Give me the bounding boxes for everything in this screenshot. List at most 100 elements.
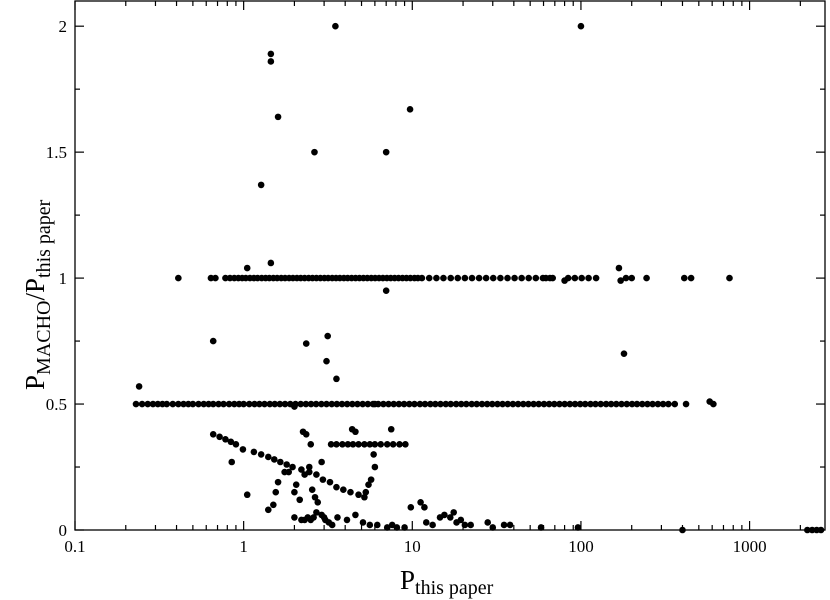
data-point — [297, 400, 305, 408]
data-point — [537, 524, 545, 531]
data-point — [370, 451, 377, 458]
data-point — [587, 400, 594, 408]
data-point — [620, 350, 628, 357]
data-point — [622, 274, 630, 282]
data-point — [468, 400, 475, 408]
y-tick-label: 0.5 — [46, 395, 67, 414]
data-point — [175, 274, 182, 282]
data-point — [298, 516, 305, 524]
x-tick-label: 1 — [239, 537, 248, 556]
data-point — [633, 400, 641, 408]
data-point — [454, 274, 462, 282]
data-point — [333, 400, 341, 408]
x-tick-label: 0.1 — [64, 537, 85, 556]
data-point — [205, 400, 212, 408]
data-point — [407, 504, 415, 511]
data-point — [256, 400, 263, 408]
data-point — [195, 400, 202, 408]
data-point — [509, 400, 517, 408]
data-point — [302, 340, 310, 347]
data-point — [489, 274, 497, 282]
data-point — [222, 436, 229, 443]
data-point — [240, 400, 247, 408]
data-point — [308, 486, 316, 494]
data-point — [324, 332, 331, 340]
data-point — [323, 400, 330, 408]
data-point — [302, 430, 310, 438]
data-point — [212, 274, 219, 282]
data-point — [654, 400, 662, 408]
data-point — [312, 400, 320, 408]
data-point — [615, 264, 623, 272]
data-point — [519, 400, 527, 408]
data-point — [389, 441, 397, 448]
data-point — [362, 488, 370, 496]
data-point — [618, 400, 625, 408]
y-axis-ticks: 0 0.5 1 1.5 2 — [46, 17, 825, 540]
data-point — [274, 478, 282, 486]
data-point — [359, 400, 366, 408]
data-point — [310, 514, 317, 521]
data-point — [222, 274, 229, 282]
data-point — [354, 400, 361, 408]
data-point — [396, 441, 403, 448]
data-point — [209, 337, 217, 345]
data-point — [319, 476, 327, 483]
data-point — [530, 400, 537, 408]
data-point — [352, 511, 359, 519]
data-point — [514, 400, 522, 408]
data-point — [592, 274, 600, 282]
data-point — [267, 259, 275, 267]
data-point — [578, 274, 585, 282]
data-point — [659, 400, 667, 408]
data-point — [355, 441, 362, 448]
data-point — [687, 274, 695, 282]
data-point — [545, 400, 553, 408]
data-point — [307, 400, 315, 408]
data-point — [643, 274, 650, 282]
data-point — [393, 524, 401, 531]
data-point — [301, 471, 308, 478]
data-point — [442, 400, 450, 408]
data-point — [367, 476, 375, 483]
data-point — [497, 274, 504, 282]
data-point — [327, 441, 335, 448]
data-point — [333, 483, 340, 491]
data-point — [291, 403, 298, 410]
data-point — [339, 441, 346, 448]
data-point — [628, 274, 636, 282]
data-point — [343, 400, 351, 408]
data-point — [270, 501, 277, 509]
data-point — [371, 441, 379, 448]
data-point — [338, 400, 346, 408]
data-point — [525, 400, 532, 408]
data-point — [433, 274, 440, 282]
data-point — [549, 274, 556, 282]
y-tick-label: 2 — [59, 17, 68, 36]
data-point — [383, 441, 391, 448]
data-point — [361, 493, 368, 501]
data-point — [349, 441, 357, 448]
data-point — [418, 274, 426, 282]
data-point — [320, 514, 328, 521]
data-point — [366, 521, 374, 529]
data-point — [340, 486, 347, 494]
data-point — [425, 274, 433, 282]
data-point — [261, 400, 268, 408]
y-tick-label: 1 — [59, 269, 68, 288]
data-point — [417, 498, 424, 506]
data-point — [429, 521, 436, 529]
data-point — [305, 463, 313, 471]
data-point — [135, 383, 143, 390]
data-point — [343, 516, 351, 524]
data-point — [250, 448, 258, 456]
data-point — [612, 400, 620, 408]
data-point — [597, 400, 605, 408]
x-tick-label: 100 — [568, 537, 594, 556]
data-point — [264, 453, 272, 461]
data-point — [313, 471, 320, 478]
data-point — [271, 400, 279, 408]
data-point — [671, 400, 679, 408]
data-point — [494, 400, 501, 408]
